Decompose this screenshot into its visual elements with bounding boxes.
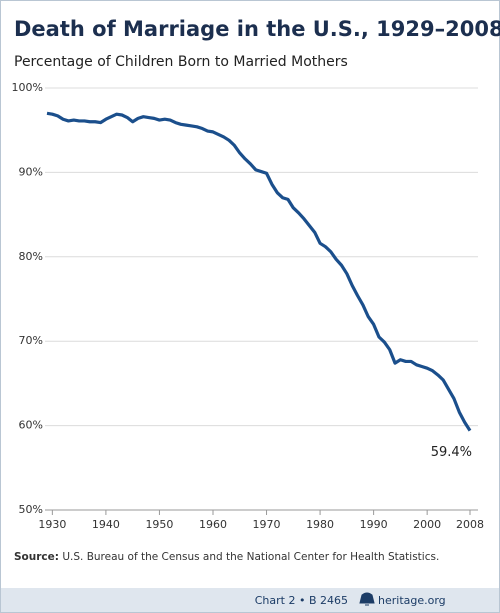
source-text: U.S. Bureau of the Census and the Nation… bbox=[62, 551, 439, 563]
x-tick-label: 1980 bbox=[306, 518, 334, 531]
y-tick-label: 50% bbox=[19, 503, 43, 516]
line bbox=[46, 111, 472, 432]
chart-title: Death of Marriage in the U.S., 1929–2008 bbox=[14, 17, 500, 41]
y-tick-label: 70% bbox=[19, 334, 43, 347]
x-tick-label: 1930 bbox=[38, 518, 66, 531]
y-tick-label: 100% bbox=[12, 81, 43, 94]
x-tick-label: 2000 bbox=[413, 518, 441, 531]
chart-subtitle: Percentage of Children Born to Married M… bbox=[14, 54, 348, 70]
y-tick-label: 60% bbox=[19, 419, 43, 432]
bell-icon bbox=[359, 592, 375, 606]
x-tick-label: 1970 bbox=[253, 518, 281, 531]
x-tick-label: 1940 bbox=[92, 518, 120, 531]
y-tick-label: 90% bbox=[19, 165, 43, 178]
x-tick-label: 1950 bbox=[145, 518, 173, 531]
y-tick-label: 80% bbox=[19, 250, 43, 263]
x-tick-label: 2008 bbox=[456, 518, 484, 531]
value-label: 59.4% bbox=[431, 445, 472, 460]
footer-band bbox=[1, 588, 499, 612]
footer-chart: Chart 2 • B 2465 bbox=[255, 594, 348, 607]
x-tick-label: 1990 bbox=[360, 518, 388, 531]
x-tick-label: 1960 bbox=[199, 518, 227, 531]
footer-site: heritage.org bbox=[378, 594, 446, 607]
source-label: Source: bbox=[14, 551, 59, 563]
source: Source: U.S. Bureau of the Census and th… bbox=[14, 551, 439, 563]
